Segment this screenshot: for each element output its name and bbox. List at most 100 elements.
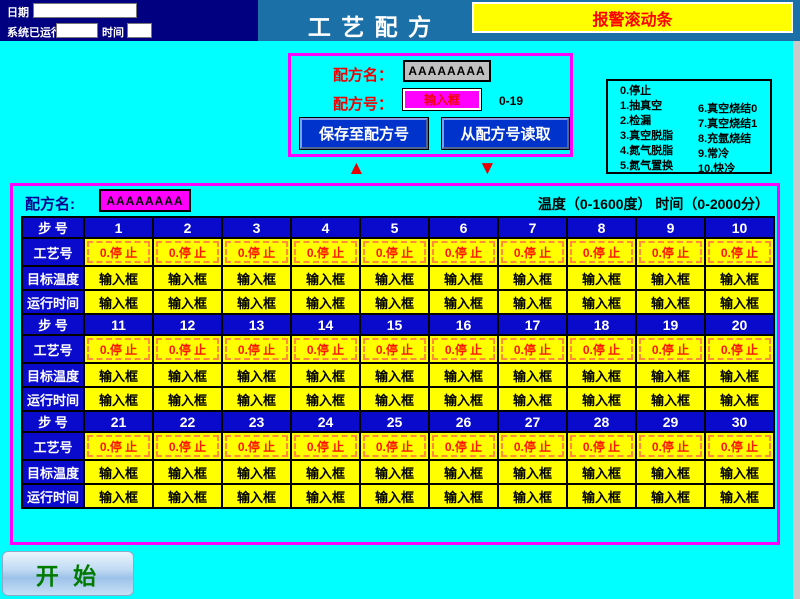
temp-input-cell[interactable]: 输入框 — [290, 362, 361, 388]
process-cell[interactable]: 0.停 止 — [152, 334, 223, 364]
process-cell[interactable]: 0.停 止 — [635, 334, 706, 364]
temp-input-cell[interactable]: 输入框 — [428, 362, 499, 388]
time-input-cell[interactable]: 输入框 — [221, 483, 292, 509]
process-select-box[interactable]: 0.停 止 — [156, 338, 219, 360]
process-cell[interactable]: 0.停 止 — [221, 334, 292, 364]
temp-input-cell[interactable]: 输入框 — [566, 265, 637, 291]
process-cell[interactable]: 0.停 止 — [566, 334, 637, 364]
time-input-cell[interactable]: 输入框 — [152, 386, 223, 412]
process-select-box[interactable]: 0.停 止 — [87, 435, 150, 457]
process-cell[interactable]: 0.停 止 — [566, 237, 637, 267]
temp-input-cell[interactable]: 输入框 — [566, 459, 637, 485]
time-input-cell[interactable]: 输入框 — [704, 386, 775, 412]
time-input-cell[interactable]: 输入框 — [152, 483, 223, 509]
temp-input-cell[interactable]: 输入框 — [359, 362, 430, 388]
time-input-cell[interactable]: 输入框 — [704, 483, 775, 509]
temp-input-cell[interactable]: 输入框 — [497, 265, 568, 291]
process-select-box[interactable]: 0.停 止 — [294, 241, 357, 263]
start-button[interactable]: 开 始 — [2, 551, 134, 596]
temp-input-cell[interactable]: 输入框 — [221, 459, 292, 485]
process-select-box[interactable]: 0.停 止 — [708, 241, 771, 263]
temp-input-cell[interactable]: 输入框 — [635, 459, 706, 485]
table-recipe-name-field[interactable]: AAAAAAAA — [99, 189, 191, 212]
process-cell[interactable]: 0.停 止 — [704, 334, 775, 364]
process-select-box[interactable]: 0.停 止 — [501, 241, 564, 263]
temp-input-cell[interactable]: 输入框 — [566, 362, 637, 388]
load-from-recipe-button[interactable]: 从配方号读取 — [441, 117, 570, 150]
time-input-cell[interactable]: 输入框 — [428, 386, 499, 412]
temp-input-cell[interactable]: 输入框 — [428, 265, 499, 291]
recipe-name-field[interactable]: AAAAAAAA — [403, 60, 491, 82]
temp-input-cell[interactable]: 输入框 — [152, 362, 223, 388]
process-cell[interactable]: 0.停 止 — [290, 334, 361, 364]
process-cell[interactable]: 0.停 止 — [428, 334, 499, 364]
time-input-cell[interactable]: 输入框 — [221, 289, 292, 315]
process-select-box[interactable]: 0.停 止 — [501, 435, 564, 457]
temp-input-cell[interactable]: 输入框 — [83, 459, 154, 485]
process-select-box[interactable]: 0.停 止 — [639, 435, 702, 457]
process-cell[interactable]: 0.停 止 — [497, 334, 568, 364]
process-select-box[interactable]: 0.停 止 — [570, 435, 633, 457]
time-input-cell[interactable]: 输入框 — [428, 483, 499, 509]
process-select-box[interactable]: 0.停 止 — [294, 338, 357, 360]
process-cell[interactable]: 0.停 止 — [152, 431, 223, 461]
time-input-cell[interactable]: 输入框 — [290, 289, 361, 315]
time-input-cell[interactable]: 输入框 — [83, 386, 154, 412]
time-input-cell[interactable]: 输入框 — [83, 289, 154, 315]
process-select-box[interactable]: 0.停 止 — [225, 338, 288, 360]
time-input-cell[interactable]: 输入框 — [497, 289, 568, 315]
process-select-box[interactable]: 0.停 止 — [363, 435, 426, 457]
process-cell[interactable]: 0.停 止 — [566, 431, 637, 461]
time-input-cell[interactable]: 输入框 — [428, 289, 499, 315]
time-input-cell[interactable]: 输入框 — [497, 483, 568, 509]
time-input-cell[interactable]: 输入框 — [566, 483, 637, 509]
time-input-cell[interactable]: 输入框 — [635, 483, 706, 509]
process-cell[interactable]: 0.停 止 — [497, 431, 568, 461]
time-field[interactable] — [127, 23, 152, 38]
process-select-box[interactable]: 0.停 止 — [363, 241, 426, 263]
temp-input-cell[interactable]: 输入框 — [704, 362, 775, 388]
process-cell[interactable]: 0.停 止 — [428, 237, 499, 267]
time-input-cell[interactable]: 输入框 — [290, 386, 361, 412]
process-cell[interactable]: 0.停 止 — [290, 431, 361, 461]
process-select-box[interactable]: 0.停 止 — [225, 241, 288, 263]
process-select-box[interactable]: 0.停 止 — [639, 241, 702, 263]
process-cell[interactable]: 0.停 止 — [83, 334, 154, 364]
process-select-box[interactable]: 0.停 止 — [570, 241, 633, 263]
process-select-box[interactable]: 0.停 止 — [708, 435, 771, 457]
temp-input-cell[interactable]: 输入框 — [221, 265, 292, 291]
process-cell[interactable]: 0.停 止 — [359, 237, 430, 267]
process-select-box[interactable]: 0.停 止 — [363, 338, 426, 360]
temp-input-cell[interactable]: 输入框 — [497, 362, 568, 388]
time-input-cell[interactable]: 输入框 — [704, 289, 775, 315]
time-input-cell[interactable]: 输入框 — [566, 386, 637, 412]
time-input-cell[interactable]: 输入框 — [566, 289, 637, 315]
time-input-cell[interactable]: 输入框 — [359, 289, 430, 315]
process-cell[interactable]: 0.停 止 — [635, 237, 706, 267]
process-cell[interactable]: 0.停 止 — [635, 431, 706, 461]
temp-input-cell[interactable]: 输入框 — [359, 459, 430, 485]
time-input-cell[interactable]: 输入框 — [152, 289, 223, 315]
temp-input-cell[interactable]: 输入框 — [635, 362, 706, 388]
time-input-cell[interactable]: 输入框 — [290, 483, 361, 509]
process-select-box[interactable]: 0.停 止 — [639, 338, 702, 360]
process-cell[interactable]: 0.停 止 — [704, 237, 775, 267]
temp-input-cell[interactable]: 输入框 — [428, 459, 499, 485]
temp-input-cell[interactable]: 输入框 — [83, 265, 154, 291]
temp-input-cell[interactable]: 输入框 — [497, 459, 568, 485]
process-select-box[interactable]: 0.停 止 — [432, 338, 495, 360]
process-cell[interactable]: 0.停 止 — [221, 431, 292, 461]
temp-input-cell[interactable]: 输入框 — [290, 459, 361, 485]
time-input-cell[interactable]: 输入框 — [359, 483, 430, 509]
temp-input-cell[interactable]: 输入框 — [221, 362, 292, 388]
process-cell[interactable]: 0.停 止 — [152, 237, 223, 267]
process-cell[interactable]: 0.停 止 — [497, 237, 568, 267]
process-cell[interactable]: 0.停 止 — [428, 431, 499, 461]
time-input-cell[interactable]: 输入框 — [221, 386, 292, 412]
runtime-field[interactable] — [56, 23, 98, 38]
process-cell[interactable]: 0.停 止 — [221, 237, 292, 267]
process-select-box[interactable]: 0.停 止 — [501, 338, 564, 360]
process-select-box[interactable]: 0.停 止 — [156, 435, 219, 457]
process-select-box[interactable]: 0.停 止 — [87, 338, 150, 360]
process-cell[interactable]: 0.停 止 — [359, 431, 430, 461]
